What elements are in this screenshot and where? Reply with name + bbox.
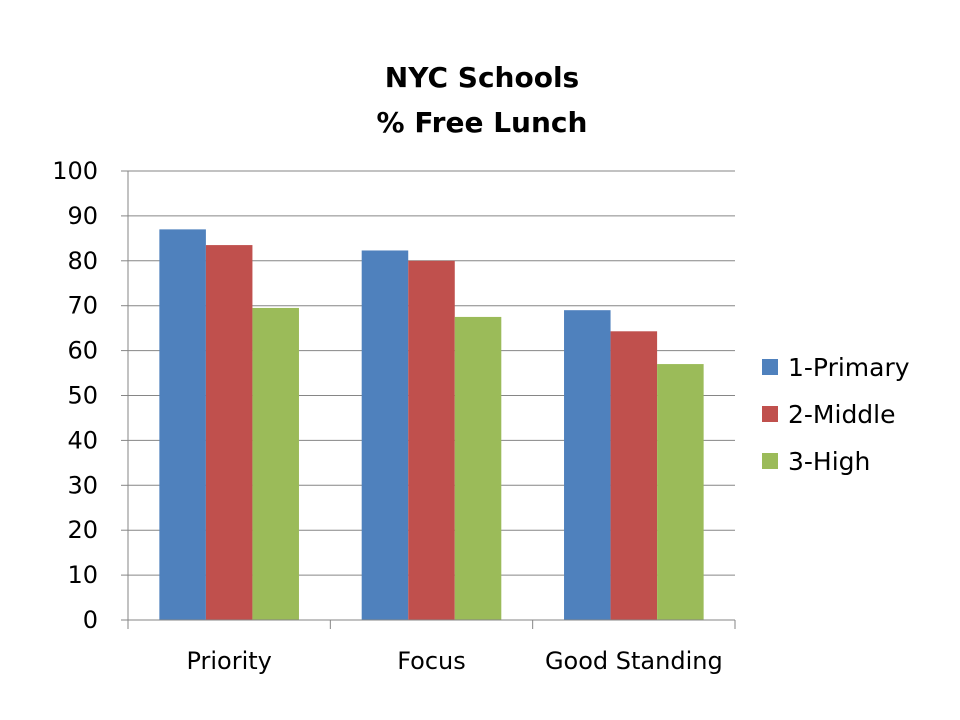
bar [454,316,502,620]
chart-title: NYC Schools % Free Lunch [377,61,588,139]
bar [205,245,253,620]
y-tick-label: 90 [67,202,98,230]
y-tick-label: 10 [67,561,98,589]
legend-swatch [762,406,778,422]
y-tick-label: 30 [67,471,98,499]
y-axis-tick-labels: 0 10 20 30 40 50 60 70 80 90 100 [52,157,98,634]
bar [408,260,455,620]
x-tick-label: Focus [397,647,466,675]
y-tick-label: 20 [67,516,98,544]
legend-label: 2-Middle [788,400,896,429]
bar [564,310,611,620]
legend: 1-Primary 2-Middle 3-High [762,353,910,476]
y-tick-label: 50 [67,382,98,410]
bars [159,229,704,620]
y-tick-label: 0 [83,606,98,634]
legend-label: 3-High [788,447,870,476]
legend-swatch [762,359,778,375]
y-tick-label: 80 [67,247,98,275]
y-tick-label: 70 [67,292,98,320]
chart-title-line-2: % Free Lunch [377,106,588,139]
legend-label: 1-Primary [788,353,910,382]
bar [252,307,299,620]
y-tick-label: 100 [52,157,98,185]
y-tick-label: 60 [67,337,98,365]
axes [121,170,736,629]
bar [610,331,658,620]
x-tick-label: Good Standing [545,647,723,675]
y-tick-label: 40 [67,426,98,454]
bar [159,229,206,620]
chart-title-line-1: NYC Schools [385,61,579,94]
bar [361,250,409,620]
legend-swatch [762,453,778,469]
x-axis-tick-labels: Priority Focus Good Standing [186,647,722,675]
bar [657,364,704,620]
x-tick-label: Priority [186,647,271,675]
